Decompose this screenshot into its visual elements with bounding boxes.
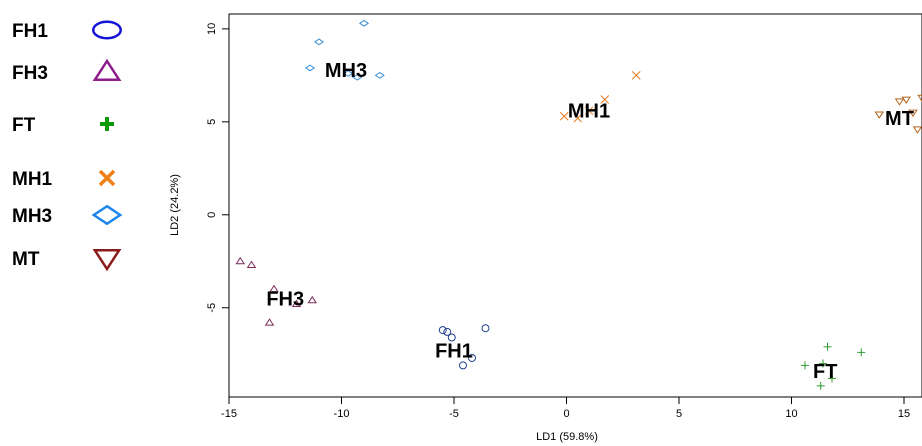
point-mt-3 <box>901 96 912 104</box>
point-ft-6 <box>857 348 866 357</box>
point-mh3-4 <box>352 73 363 81</box>
point-mh1-3 <box>584 106 594 116</box>
point-fh3-1 <box>235 256 246 265</box>
series-mh1 <box>559 71 641 123</box>
x-tick-label: 10 <box>785 408 797 420</box>
legend-label: FH3 <box>12 63 48 84</box>
point-mh3-1 <box>304 64 316 72</box>
legend-item-ft: FT <box>12 115 114 136</box>
point-fh3-6 <box>264 318 275 326</box>
point-mt-1 <box>874 111 885 119</box>
plot-frame <box>228 13 922 398</box>
series-mt <box>874 94 922 134</box>
legend-item-fh3: FH3 <box>12 58 122 84</box>
series-fh3 <box>235 256 318 326</box>
group-label-ft: FT <box>813 361 837 383</box>
legend-label: MH1 <box>12 169 53 190</box>
point-fh1-1 <box>438 326 447 335</box>
legend-marker-mh1 <box>98 169 116 187</box>
series-ft <box>801 342 866 390</box>
point-mh3-3 <box>343 70 354 77</box>
point-ft-4 <box>828 374 836 383</box>
point-fh3-4 <box>291 299 302 307</box>
point-fh3-2 <box>246 260 257 268</box>
group-label-mt: MT <box>885 108 914 130</box>
y-axis-title: LD2 (24.2%) <box>169 174 181 236</box>
x-tick-label: 0 <box>563 408 569 420</box>
point-fh3-3 <box>269 284 279 293</box>
legend-marker-fh1 <box>92 20 122 40</box>
legend-item-mt: MT <box>12 249 122 272</box>
point-ft-2 <box>819 359 827 368</box>
series-fh1 <box>438 324 490 370</box>
legend-marker-mh3 <box>91 204 123 226</box>
legend-item-fh1: FH1 <box>12 20 122 42</box>
legend-item-mh1: MH1 <box>12 169 116 190</box>
legend-marker-fh3 <box>92 58 122 81</box>
group-label-fh1: FH1 <box>435 341 473 363</box>
legend-marker-ft <box>100 117 114 131</box>
group-label-mh3: MH3 <box>325 60 367 82</box>
y-tick-label: 0 <box>206 212 218 218</box>
point-mt-5 <box>912 126 922 134</box>
point-mh1-1 <box>559 111 569 121</box>
x-tick-label: 5 <box>676 408 682 420</box>
x-axis-title: LD1 (59.8%) <box>536 431 598 443</box>
point-mh1-5 <box>631 71 641 80</box>
point-fh3-5 <box>307 295 318 304</box>
point-fh1-6 <box>481 324 490 333</box>
group-label-mh1: MH1 <box>568 101 610 123</box>
x-tick-label: -15 <box>221 408 237 420</box>
data-points <box>235 19 922 390</box>
point-ft-1 <box>801 361 809 370</box>
legend-label: FH1 <box>12 21 48 42</box>
point-fh1-5 <box>459 361 467 370</box>
series-mh3 <box>304 19 385 81</box>
point-mt-2 <box>894 98 905 106</box>
x-axis: -15 -10 -5 0 5 10 15 <box>221 397 910 420</box>
legend-label: FT <box>12 115 36 136</box>
y-tick-label: -5 <box>206 303 218 313</box>
legend: FH1 FH3 FT MH1 MH3 MT <box>12 20 123 272</box>
point-fh1-4 <box>468 353 476 362</box>
x-tick-label: -5 <box>449 408 459 420</box>
y-tick-label: 5 <box>206 119 218 125</box>
group-labels: FH1 FH3 FT MH1 MH3 MT <box>266 60 914 383</box>
y-tick-label: 10 <box>206 23 218 35</box>
point-mh1-4 <box>600 95 610 104</box>
point-fh1-3 <box>447 333 456 342</box>
point-mh1-2 <box>573 113 583 123</box>
point-ft-5 <box>816 381 825 390</box>
legend-label: MT <box>12 249 40 270</box>
y-axis: -5 0 5 10 <box>206 23 229 313</box>
x-tick-label: -10 <box>334 408 350 420</box>
legend-item-mh3: MH3 <box>12 204 123 227</box>
point-mh3-6 <box>374 71 385 79</box>
x-tick-label: 15 <box>898 408 910 420</box>
point-ft-3 <box>823 342 832 351</box>
legend-label: MH3 <box>12 206 52 227</box>
group-label-fh3: FH3 <box>266 288 304 310</box>
point-mh3-2 <box>313 38 325 46</box>
point-mh3-5 <box>358 19 370 27</box>
point-mt-4 <box>908 109 918 117</box>
legend-marker-mt <box>92 249 122 272</box>
point-fh1-2 <box>443 327 452 336</box>
point-mt-6 <box>917 94 922 103</box>
